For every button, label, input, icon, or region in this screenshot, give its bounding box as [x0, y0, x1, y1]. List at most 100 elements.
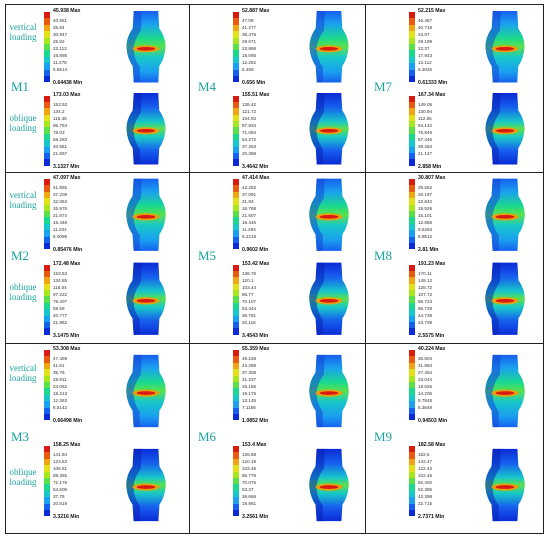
legend-swatch [233, 277, 239, 284]
model-label: M1 [11, 78, 30, 94]
legend-value: 20.359 [242, 150, 257, 156]
stress-legend: 47.097 Max 41.855 37.208 32.063 26.976 21.874… [44, 175, 119, 253]
legend-value: 21.147 [418, 150, 433, 156]
legend-swatch [233, 146, 239, 154]
legend-swatch [44, 56, 50, 64]
legend-swatch [409, 471, 415, 478]
legend-swatch [409, 277, 415, 284]
legend-value: 34.97 [418, 32, 430, 37]
legend-value: 44.738 [418, 312, 433, 318]
legend-min: 2.7371 Min [418, 514, 445, 520]
model-panel-m2: vertical loading oblique loading M2 47.097 Ma… [5, 171, 188, 342]
legend-swatch [409, 50, 415, 57]
legend-swatch [233, 356, 239, 363]
legend-swatch [44, 362, 50, 370]
legend-value: 170.11 [418, 270, 432, 276]
implant-shadow [485, 448, 501, 522]
legend-value: 37.208 [53, 192, 68, 197]
stress-legend: 30.807 Max 29.552 26.197 22.842 19.526 16.101… [409, 175, 484, 253]
legend-swatch [409, 413, 415, 421]
legend-swatch [233, 43, 239, 51]
legend-value: 23.37 [418, 46, 430, 51]
legend-value: 26.976 [53, 206, 68, 211]
vertical-loading-label: vertical loading [8, 363, 38, 383]
legend-swatch [233, 95, 239, 102]
legend-value: 149.05 [418, 101, 433, 107]
legend-swatch [409, 458, 415, 466]
vertical-loading-model [309, 354, 349, 428]
legend-colorbar [233, 179, 239, 250]
legend-value: 12.262 [242, 60, 257, 65]
legend-value: 26.197 [418, 192, 433, 197]
label-word: oblique [9, 282, 37, 293]
legend-swatch [44, 127, 50, 134]
legend-swatch [233, 302, 239, 310]
legend-swatch [409, 114, 415, 122]
legend-min: 1.0852 Min [242, 418, 269, 424]
stress-legend: 158.25 Max 141.84 123.53 106.81 88.355 72.176… [44, 442, 119, 520]
legend-swatch [233, 12, 239, 19]
legend-swatch [233, 264, 239, 271]
grid-divider [6, 172, 543, 173]
stress-legend: 52.887 Max 47.08 41.277 35.476 29.671 23.868 1… [233, 8, 308, 86]
label-word: loading [9, 32, 37, 43]
legend-value: 54.272 [242, 136, 257, 142]
legend-value: 49.228 [242, 356, 257, 361]
legend-swatch [233, 497, 239, 504]
max-stress-zone [319, 485, 339, 489]
stress-legend: 167.34 Max 149.05 130.94 112.55 94.142 75.849… [409, 92, 484, 170]
legend-swatch [233, 179, 239, 186]
legend-swatch [233, 407, 239, 414]
legend-swatch [409, 18, 415, 25]
legend-swatch [233, 153, 239, 160]
legend-value: 53.444 [242, 305, 257, 311]
legend-swatch [44, 242, 50, 250]
legend-swatch [409, 394, 415, 402]
legend-value: 149.12 [418, 277, 433, 283]
legend-swatch [233, 328, 239, 335]
legend-swatch [44, 452, 50, 459]
legend-value: 134.85 [53, 277, 68, 283]
legend-colorbar [44, 446, 50, 517]
legend-swatch [44, 114, 50, 122]
legend-value: 5.3649 [418, 405, 433, 410]
legend-swatch [44, 356, 50, 363]
legend-swatch [233, 362, 239, 370]
legend-swatch [233, 315, 239, 323]
legend-swatch [233, 484, 239, 491]
implant-shadow [309, 11, 325, 83]
model-label: M2 [11, 247, 30, 263]
legend-swatch [409, 484, 415, 491]
implant-shadow [309, 448, 325, 522]
label-word: loading [9, 373, 37, 384]
legend-value: 86.779 [242, 473, 257, 478]
legend-value: 5.6614 [53, 67, 68, 72]
legend-value: 47.459 [53, 356, 68, 361]
legend-value: 57.446 [418, 136, 433, 142]
legend-swatch [233, 401, 239, 408]
legend-value: 37.091 [242, 192, 257, 197]
max-stress-zone [136, 214, 156, 219]
legend-swatch [233, 458, 239, 466]
legend-swatch [44, 210, 50, 218]
label-word: oblique [9, 112, 37, 123]
legend-swatch [44, 309, 50, 316]
legend-value: 11.278 [53, 60, 67, 65]
legend-swatch [233, 477, 239, 485]
legend-value: 107.72 [418, 291, 433, 297]
legend-swatch [44, 381, 50, 389]
legend-swatch [409, 223, 415, 231]
legend-value: 23.044 [418, 377, 433, 382]
legend-swatch [409, 302, 415, 310]
legend-swatch [409, 452, 415, 459]
legend-swatch [409, 375, 415, 382]
legend-value: 36.781 [242, 312, 257, 318]
stress-legend: 47.414 Max 42.252 37.091 31.93 26.768 21.607 1… [233, 175, 308, 253]
legend-min: 0.94503 Min [418, 418, 448, 424]
legend-swatch [409, 369, 415, 376]
legend-value: 24.062 [53, 384, 68, 389]
implant-shadow [485, 92, 501, 164]
legend-min: 2.81 Min [418, 247, 439, 253]
legend-swatch [233, 236, 239, 243]
legend-min: 2.858 Min [418, 163, 442, 170]
